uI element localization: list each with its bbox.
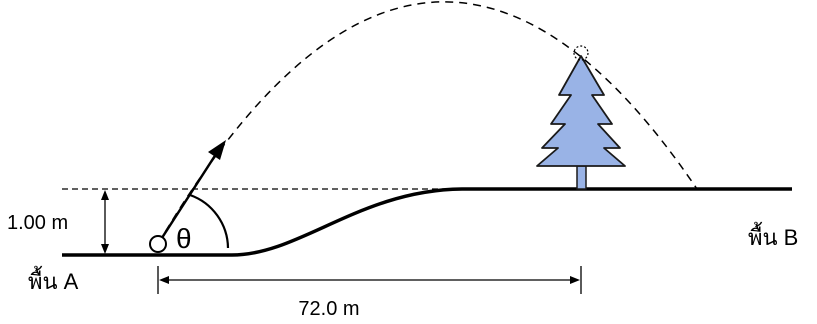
tree-trunk — [577, 166, 586, 189]
tree-canopy — [537, 56, 625, 166]
trajectory-path — [158, 2, 697, 244]
ground-b-label: พื้น B — [748, 222, 798, 250]
distance-dim-arrow-left — [159, 276, 169, 284]
height-dim-arrow-top — [101, 190, 109, 200]
distance-dim-arrow-right — [570, 276, 580, 284]
ground-a-label: พื้น A — [28, 266, 79, 294]
angle-arc — [190, 195, 228, 248]
height-label: 1.00 m — [7, 212, 68, 234]
ball — [150, 236, 166, 252]
distance-label: 72.0 m — [298, 298, 359, 320]
height-dim-arrow-bottom — [101, 244, 109, 254]
angle-label: θ — [176, 223, 192, 254]
tree — [537, 56, 625, 189]
velocity-arrowhead — [208, 140, 226, 160]
